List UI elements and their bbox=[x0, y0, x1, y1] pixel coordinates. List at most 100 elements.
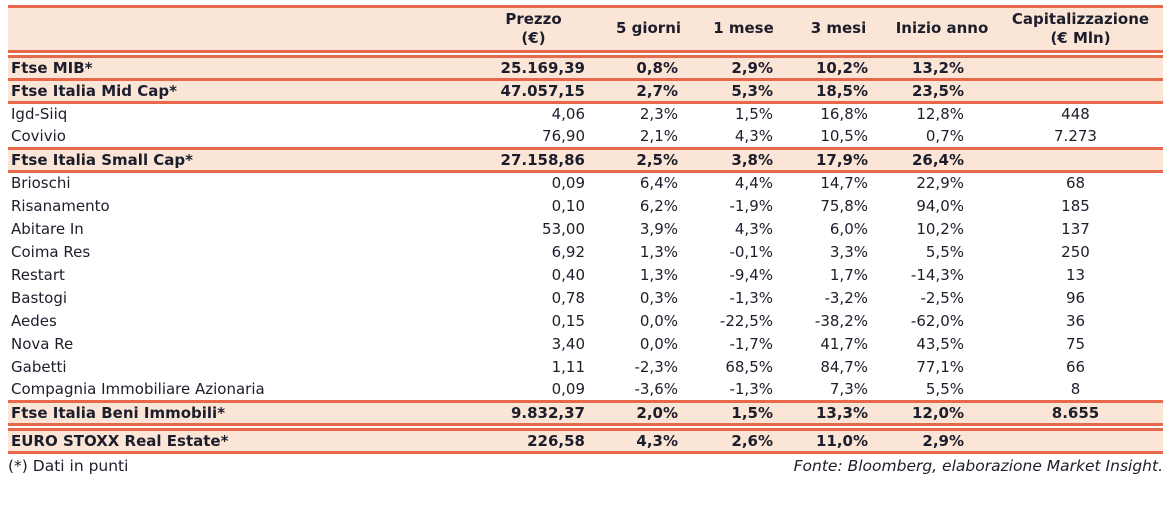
cell-ytd: 5,5% bbox=[925, 242, 964, 261]
header-cell-empty bbox=[8, 6, 466, 53]
cell-prezzo: 0,78 bbox=[551, 288, 585, 307]
cell-name: Compagnia Immobiliare Azionaria bbox=[11, 379, 265, 398]
cell-d5: 0,8% bbox=[601, 54, 696, 81]
cell-d5: -2,3% bbox=[634, 357, 678, 376]
cell-m1: -0,1% bbox=[729, 242, 773, 261]
cell-m3: -38,2% bbox=[814, 311, 868, 330]
index-row: Ftse Italia Mid Cap* 47.057,15 2,7% 5,3% 18,… bbox=[8, 77, 1163, 104]
cell-prezzo: 3,40 bbox=[551, 334, 585, 353]
cell-ytd: 12,8% bbox=[916, 105, 964, 124]
cell-cap bbox=[998, 146, 1163, 173]
cell-name: Nova Re bbox=[11, 334, 74, 353]
table-body: Ftse MIB* 25.169,39 0,8% 2,9% 10,2% 13,2% Ftse… bbox=[8, 51, 1163, 454]
stock-row: Compagnia Immobiliare Azionaria 0,09 -3,6%… bbox=[8, 378, 1163, 401]
cell-name: Risanamento bbox=[11, 196, 110, 215]
stock-row: Nova Re 3,40 0,0% -1,7% 41,7% 43,5% 75 bbox=[8, 332, 1163, 355]
cell-m3: 13,3% bbox=[791, 399, 886, 426]
cell-name: Abitare In bbox=[11, 219, 84, 238]
cell-name: Ftse Italia Small Cap* bbox=[8, 146, 466, 173]
cell-m3: 1,7% bbox=[829, 265, 868, 284]
header-cell-inizio-anno: Inizio anno bbox=[886, 6, 998, 53]
cell-m3: 6,0% bbox=[829, 219, 868, 238]
section-gap bbox=[8, 424, 1163, 431]
table-header: Prezzo (€) 5 giorni 1 mese 3 mesi Inizio … bbox=[8, 6, 1163, 53]
index-row: Ftse MIB* 25.169,39 0,8% 2,9% 10,2% 13,2% bbox=[8, 54, 1163, 81]
cell-prezzo: 6,92 bbox=[551, 242, 585, 261]
cell-name: Igd-Siiq bbox=[11, 105, 68, 124]
cell-m1: 2,6% bbox=[696, 427, 791, 454]
cell-cap: 137 bbox=[1061, 219, 1090, 238]
header-cell-3mesi: 3 mesi bbox=[791, 6, 886, 53]
stock-row: Igd-Siiq 4,06 2,3% 1,5% 16,8% 12,8% 448 bbox=[8, 102, 1163, 125]
cell-ytd: 94,0% bbox=[916, 196, 964, 215]
cell-ytd: 77,1% bbox=[916, 357, 964, 376]
cell-d5: 2,3% bbox=[639, 105, 678, 124]
cell-d5: 6,4% bbox=[639, 174, 678, 193]
cell-cap bbox=[998, 77, 1163, 104]
cell-m3: 11,0% bbox=[791, 427, 886, 454]
cell-name: Gabetti bbox=[11, 357, 67, 376]
cell-d5: 2,0% bbox=[601, 399, 696, 426]
cell-prezzo: 76,90 bbox=[542, 126, 585, 145]
cell-m1: 4,4% bbox=[734, 174, 773, 193]
cell-cap bbox=[998, 427, 1163, 454]
cell-m3: 10,2% bbox=[791, 54, 886, 81]
cell-cap: 68 bbox=[1065, 174, 1086, 193]
cell-cap: 36 bbox=[1065, 311, 1086, 330]
cell-prezzo: 0,10 bbox=[551, 196, 585, 215]
cell-m1: -1,3% bbox=[729, 288, 773, 307]
cell-ytd: 12,0% bbox=[886, 399, 998, 426]
cell-name: Ftse Italia Beni Immobili* bbox=[8, 399, 466, 426]
cell-prezzo: 0,09 bbox=[551, 379, 585, 398]
cell-ytd: 23,5% bbox=[886, 77, 998, 104]
cell-ytd: 26,4% bbox=[886, 146, 998, 173]
stock-row: Risanamento 0,10 6,2% -1,9% 75,8% 94,0% 185 bbox=[8, 194, 1163, 217]
cell-name: Brioschi bbox=[11, 174, 71, 193]
source-note: Fonte: Bloomberg, elaborazione Market In… bbox=[793, 456, 1163, 475]
cell-ytd: 5,5% bbox=[925, 379, 964, 398]
cell-name: Aedes bbox=[11, 311, 57, 330]
cell-name: Restart bbox=[11, 265, 65, 284]
cell-d5: 2,5% bbox=[601, 146, 696, 173]
cell-m1: 2,9% bbox=[696, 54, 791, 81]
cell-ytd: 2,9% bbox=[886, 427, 998, 454]
cell-ytd: 43,5% bbox=[916, 334, 964, 353]
cell-m3: 75,8% bbox=[820, 196, 868, 215]
stock-row: Coima Res 6,92 1,3% -0,1% 3,3% 5,5% 250 bbox=[8, 240, 1163, 263]
page: Prezzo (€) 5 giorni 1 mese 3 mesi Inizio … bbox=[8, 5, 1163, 475]
cell-m3: 14,7% bbox=[820, 174, 868, 193]
cell-prezzo: 53,00 bbox=[542, 219, 585, 238]
cell-cap: 96 bbox=[1065, 288, 1086, 307]
stock-row: Abitare In 53,00 3,9% 4,3% 6,0% 10,2% 137 bbox=[8, 217, 1163, 240]
cell-m1: 68,5% bbox=[725, 357, 773, 376]
header-cell-prezzo: Prezzo (€) bbox=[466, 6, 601, 53]
cell-m1: -22,5% bbox=[719, 311, 773, 330]
cell-cap: 75 bbox=[1065, 334, 1086, 353]
cell-prezzo: 0,09 bbox=[551, 174, 585, 193]
index-row: Ftse Italia Small Cap* 27.158,86 2,5% 3,8% 1… bbox=[8, 146, 1163, 173]
cell-d5: 0,0% bbox=[639, 311, 678, 330]
cell-prezzo: 0,15 bbox=[551, 311, 585, 330]
cell-ytd: 10,2% bbox=[916, 219, 964, 238]
cell-m3: 84,7% bbox=[820, 357, 868, 376]
cell-name: Coima Res bbox=[11, 242, 91, 261]
cell-name: Bastogi bbox=[11, 288, 68, 307]
cell-m3: 16,8% bbox=[820, 105, 868, 124]
cell-prezzo: 1,11 bbox=[551, 357, 585, 376]
header-cell-1mese: 1 mese bbox=[696, 6, 791, 53]
cell-ytd: -62,0% bbox=[910, 311, 964, 330]
cell-ytd: 22,9% bbox=[916, 174, 964, 193]
cell-prezzo: 25.169,39 bbox=[466, 54, 601, 81]
cell-name: EURO STOXX Real Estate* bbox=[8, 427, 466, 454]
cell-ytd: -2,5% bbox=[920, 288, 964, 307]
market-table: Prezzo (€) 5 giorni 1 mese 3 mesi Inizio … bbox=[8, 5, 1163, 454]
cell-m3: 41,7% bbox=[820, 334, 868, 353]
cell-d5: 0,0% bbox=[639, 334, 678, 353]
cell-d5: 1,3% bbox=[639, 265, 678, 284]
cell-cap: 8.655 bbox=[998, 399, 1163, 426]
cell-cap: 8 bbox=[1070, 379, 1081, 398]
stock-row: Aedes 0,15 0,0% -22,5% -38,2% -62,0% 36 bbox=[8, 309, 1163, 332]
cell-prezzo: 226,58 bbox=[466, 427, 601, 454]
cell-ytd: 13,2% bbox=[886, 54, 998, 81]
cell-prezzo: 0,40 bbox=[551, 265, 585, 284]
